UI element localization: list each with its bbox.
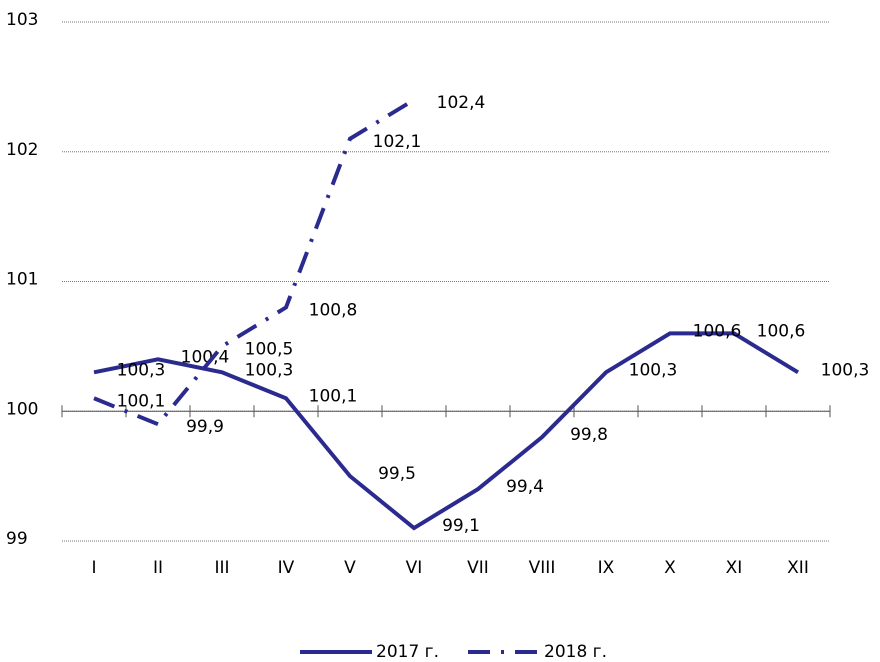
x-tick-label: VII — [467, 558, 489, 578]
data-label: 100,6 — [693, 321, 742, 341]
x-tick-label: X — [664, 558, 676, 578]
data-label: 100,5 — [245, 339, 294, 359]
data-label: 100,1 — [309, 386, 358, 406]
data-label: 100,3 — [821, 360, 870, 380]
data-label: 102,4 — [437, 93, 486, 113]
x-tick-label: XII — [787, 558, 809, 578]
x-tick-label: I — [91, 558, 96, 578]
data-label: 99,9 — [186, 417, 224, 437]
data-label: 100,3 — [245, 360, 294, 380]
y-tick-label: 99 — [6, 529, 28, 549]
legend-label: 2017 г. — [376, 642, 439, 662]
x-tick-label: VI — [406, 558, 423, 578]
x-tick-label: IV — [278, 558, 295, 578]
data-label: 99,4 — [506, 477, 544, 497]
x-tick-label: IX — [598, 558, 615, 578]
data-label: 100,6 — [757, 321, 806, 341]
data-label: 99,8 — [570, 425, 608, 445]
x-tick-label: II — [153, 558, 163, 578]
data-label: 100,8 — [309, 300, 358, 320]
y-tick-label: 100 — [6, 399, 38, 419]
x-tick-label: VIII — [529, 558, 556, 578]
y-tick-label: 102 — [6, 140, 38, 160]
x-tick-label: XI — [726, 558, 743, 578]
data-label: 100,3 — [629, 360, 678, 380]
data-label: 100,3 — [117, 360, 166, 380]
data-label: 99,5 — [378, 464, 416, 484]
x-tick-label: III — [214, 558, 229, 578]
legend-label: 2018 г. — [544, 642, 607, 662]
series-line — [93, 98, 416, 427]
y-tick-label: 101 — [6, 270, 38, 290]
x-tick-label: V — [344, 558, 356, 578]
data-label: 100,1 — [117, 391, 166, 411]
series-line — [93, 331, 800, 531]
data-label: 102,1 — [373, 132, 422, 152]
data-label: 99,1 — [442, 516, 480, 536]
y-tick-label: 103 — [6, 10, 38, 30]
